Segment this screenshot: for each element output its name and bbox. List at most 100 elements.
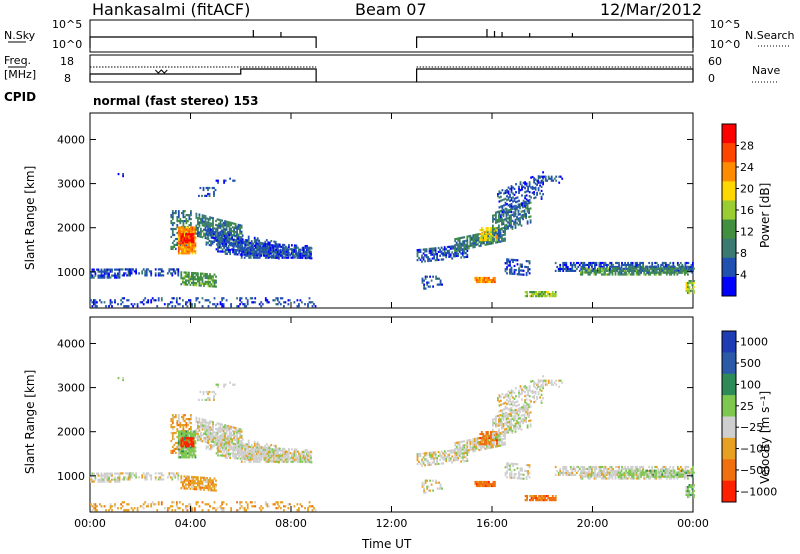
data-cell bbox=[651, 265, 654, 269]
data-cell bbox=[230, 433, 232, 436]
data-cell bbox=[662, 265, 665, 268]
data-cell bbox=[266, 301, 269, 304]
data-cell bbox=[182, 279, 184, 282]
data-cell bbox=[485, 278, 487, 282]
data-cell bbox=[204, 476, 207, 480]
data-cell bbox=[198, 484, 201, 487]
data-cell bbox=[206, 237, 208, 240]
data-cell bbox=[551, 293, 554, 296]
data-cell bbox=[179, 242, 182, 245]
data-cell bbox=[302, 452, 305, 455]
data-cell bbox=[106, 270, 109, 273]
data-cell bbox=[185, 418, 188, 421]
data-cell bbox=[489, 240, 491, 243]
data-cell bbox=[254, 458, 257, 461]
data-cell bbox=[118, 276, 121, 279]
data-cell bbox=[526, 204, 529, 207]
data-cell bbox=[192, 235, 195, 238]
data-cell bbox=[274, 459, 277, 462]
data-cell bbox=[296, 458, 299, 461]
data-cell bbox=[632, 273, 635, 276]
data-cell bbox=[259, 446, 262, 449]
data-cell bbox=[488, 280, 490, 284]
data-cell bbox=[277, 249, 280, 252]
data-cell bbox=[236, 439, 238, 442]
data-cell bbox=[294, 460, 296, 463]
data-cell bbox=[207, 421, 210, 425]
data-cell bbox=[239, 434, 241, 437]
data-cell bbox=[224, 179, 227, 182]
data-cell bbox=[673, 267, 676, 270]
data-cell bbox=[188, 448, 191, 451]
data-cell bbox=[186, 271, 189, 274]
data-cell bbox=[234, 444, 237, 448]
data-cell bbox=[171, 305, 174, 308]
data-cell bbox=[233, 436, 235, 439]
data-cell bbox=[249, 250, 252, 253]
data-cell bbox=[513, 213, 515, 216]
data-cell bbox=[180, 475, 183, 478]
data-cell bbox=[635, 271, 638, 274]
data-cell bbox=[512, 200, 514, 203]
data-cell bbox=[170, 214, 173, 217]
data-cell bbox=[195, 299, 198, 302]
data-cell bbox=[209, 277, 211, 280]
data-cell bbox=[170, 420, 173, 423]
data-cell bbox=[206, 225, 208, 228]
data-cell bbox=[188, 216, 191, 219]
data-cell bbox=[192, 443, 195, 446]
data-cell bbox=[274, 255, 277, 258]
data-cell bbox=[184, 452, 186, 455]
data-cell bbox=[150, 474, 153, 477]
data-cell bbox=[214, 237, 217, 240]
data-cell bbox=[488, 276, 490, 280]
data-cell bbox=[522, 218, 524, 221]
data-cell bbox=[212, 421, 214, 424]
data-cell bbox=[210, 275, 213, 278]
data-cell bbox=[618, 265, 620, 269]
data-cell bbox=[230, 507, 232, 510]
data-cell bbox=[207, 233, 209, 236]
data-cell bbox=[496, 229, 498, 232]
data-cell bbox=[653, 265, 656, 268]
data-cell bbox=[510, 189, 513, 192]
data-cell bbox=[217, 239, 220, 242]
data-cell bbox=[204, 423, 207, 426]
data-cell bbox=[421, 279, 424, 282]
data-cell bbox=[687, 284, 689, 287]
data-cell bbox=[436, 277, 439, 280]
data-cell bbox=[492, 228, 494, 231]
data-cell bbox=[185, 487, 187, 490]
data-cell bbox=[494, 235, 497, 238]
data-cell bbox=[122, 175, 124, 178]
data-cell bbox=[261, 507, 264, 510]
data-cell bbox=[225, 436, 228, 439]
data-cell bbox=[515, 259, 517, 262]
data-cell bbox=[207, 227, 209, 230]
data-cell bbox=[424, 254, 426, 257]
data-cell bbox=[183, 277, 186, 280]
data-cell bbox=[198, 213, 201, 216]
data-cell bbox=[190, 446, 192, 449]
data-cell bbox=[470, 238, 473, 241]
data-cell bbox=[180, 275, 183, 278]
data-cell bbox=[304, 245, 307, 248]
data-cell bbox=[206, 221, 208, 224]
data-cell bbox=[501, 213, 503, 216]
data-cell bbox=[568, 267, 571, 271]
data-cell bbox=[265, 252, 268, 255]
data-cell bbox=[225, 439, 227, 442]
data-cell bbox=[185, 505, 187, 508]
data-cell bbox=[215, 452, 218, 455]
data-cell bbox=[272, 254, 275, 257]
data-cell bbox=[265, 456, 268, 459]
data-cell bbox=[145, 268, 148, 271]
data-cell bbox=[191, 273, 193, 277]
data-cell bbox=[197, 219, 199, 222]
data-cell bbox=[641, 269, 644, 272]
data-cell bbox=[207, 281, 210, 284]
data-cell bbox=[246, 248, 249, 251]
data-cell bbox=[216, 440, 219, 443]
data-cell bbox=[658, 273, 661, 276]
data-cell bbox=[511, 213, 514, 216]
